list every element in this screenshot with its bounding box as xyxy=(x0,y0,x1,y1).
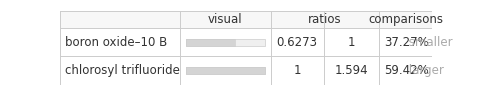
Text: 37.27%: 37.27% xyxy=(384,36,429,49)
Text: 1: 1 xyxy=(348,36,355,49)
Bar xyxy=(186,67,264,74)
Text: larger: larger xyxy=(405,64,444,77)
Bar xyxy=(186,39,235,46)
Bar xyxy=(60,11,432,28)
Text: boron oxide–10 B: boron oxide–10 B xyxy=(65,36,168,49)
Bar xyxy=(186,67,264,74)
Text: comparisons: comparisons xyxy=(368,13,443,26)
Text: smaller: smaller xyxy=(405,36,452,49)
Text: 1: 1 xyxy=(293,64,301,77)
Text: ratios: ratios xyxy=(308,13,342,26)
Bar xyxy=(186,67,264,74)
Bar xyxy=(186,39,235,46)
Text: 59.42%: 59.42% xyxy=(384,64,429,77)
Text: 0.6273: 0.6273 xyxy=(276,36,318,49)
Bar xyxy=(186,39,264,46)
Text: chlorosyl trifluoride: chlorosyl trifluoride xyxy=(65,64,180,77)
Text: 1.594: 1.594 xyxy=(335,64,368,77)
Text: visual: visual xyxy=(208,13,243,26)
